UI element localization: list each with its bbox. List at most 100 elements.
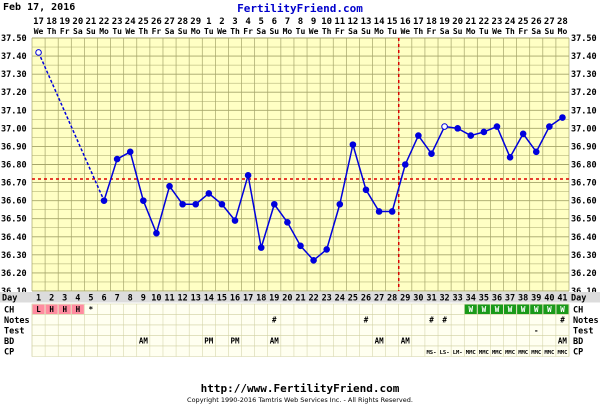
temperature-line-segment — [286, 221, 302, 247]
cycle-day-number: 21 — [295, 294, 305, 304]
cycle-day-row — [0, 292, 600, 303]
row-label-left: Notes — [4, 316, 30, 326]
date-label: 14 — [374, 17, 385, 27]
date-label: 26 — [531, 17, 542, 27]
row-cell-text: - — [534, 326, 539, 335]
date-label: 5 — [258, 17, 263, 27]
date-label: 28 — [557, 17, 568, 27]
row-cell-text: PM — [230, 337, 240, 346]
y-tick-label-right: 37.10 — [571, 106, 597, 116]
date-label: 27 — [544, 17, 555, 27]
temperature-point — [428, 150, 435, 157]
temperature-point — [310, 256, 317, 264]
date-label: 24 — [505, 17, 516, 27]
row-cell-text: MMC — [492, 350, 502, 356]
temperature-line-segment — [221, 203, 236, 221]
date-label: 3 — [232, 17, 237, 27]
weekday-label: Su — [545, 27, 555, 36]
weekday-label: Fr — [152, 27, 162, 36]
cm-cell — [477, 304, 490, 314]
y-tick-label-right: 36.30 — [571, 251, 597, 261]
y-tick-label-left: 37.30 — [1, 70, 27, 80]
weekday-label: Mo — [558, 27, 568, 36]
row-cell-text: AM — [401, 337, 411, 346]
date-label: 29 — [190, 17, 201, 27]
temperature-point — [546, 123, 553, 130]
cycle-day-label-right: Day — [571, 294, 586, 304]
temperature-line-segment — [509, 133, 524, 158]
temperature-line-segment — [391, 164, 407, 212]
cycle-day-number: 11 — [164, 294, 174, 304]
row-cell-text: W — [495, 305, 500, 314]
weekday-label: Th — [230, 27, 240, 36]
temperature-point — [271, 200, 278, 208]
row-cell-text: MMC — [518, 350, 528, 356]
weekday-label: We — [125, 27, 135, 36]
temperature-line-segment — [168, 185, 184, 205]
weekday-label: Tu — [112, 27, 122, 36]
date-label: 25 — [518, 17, 529, 27]
cycle-day-number: 10 — [151, 294, 161, 304]
temperature-point — [100, 197, 108, 204]
weekday-label: Tu — [387, 27, 397, 36]
temperature-point — [35, 49, 42, 56]
weekday-label: Su — [361, 27, 371, 36]
temperature-point — [467, 132, 475, 139]
temperature-point — [388, 208, 396, 215]
y-tick-label-left: 37.50 — [1, 34, 27, 44]
weekday-label: Th — [414, 27, 424, 36]
y-tick-label-right: 37.20 — [571, 88, 597, 98]
row-cell-text: W — [469, 305, 474, 314]
date-label: 17 — [413, 17, 424, 27]
temperature-line-segment — [535, 126, 551, 153]
date-label: 13 — [361, 17, 372, 27]
cycle-day-number: 12 — [177, 294, 187, 304]
temperature-point — [454, 125, 461, 132]
row-cell-text: MMC — [531, 350, 541, 356]
cycle-day-number: 18 — [256, 294, 266, 304]
cycle-day-number: 38 — [518, 294, 528, 304]
weekday-label: Sa — [531, 27, 541, 36]
y-tick-label-left: 36.70 — [1, 179, 27, 189]
cycle-day-number: 6 — [101, 294, 106, 304]
weekday-label: Mo — [99, 27, 109, 36]
temperature-point — [140, 197, 147, 204]
date-label: 21 — [86, 17, 97, 27]
y-tick-label-right: 37.40 — [571, 52, 597, 62]
cycle-day-number: 2 — [49, 294, 54, 304]
temperature-line-segment — [129, 151, 145, 201]
temperature-line-segment — [365, 189, 380, 212]
footer-url[interactable]: http://www.FertilityFriend.com — [200, 382, 400, 395]
temperature-line-segment — [325, 204, 341, 250]
row-cell-text: # — [429, 316, 434, 325]
cycle-day-number: 15 — [217, 294, 227, 304]
temperature-point — [205, 190, 213, 197]
y-tick-label-left: 36.50 — [1, 215, 27, 225]
cycle-day-number: 26 — [361, 294, 371, 304]
date-label: 22 — [478, 17, 489, 27]
temperature-line-segment — [142, 200, 158, 234]
temperature-point — [493, 123, 501, 130]
date-label: 7 — [285, 17, 290, 27]
weekday-label: Su — [86, 27, 96, 36]
weekday-label: Mo — [466, 27, 476, 36]
weekday-label: Fr — [60, 27, 70, 36]
weekday-label: Sa — [256, 27, 266, 36]
date-label: 20 — [452, 17, 463, 27]
temperature-point — [297, 242, 304, 250]
cycle-day-number: 4 — [75, 294, 80, 304]
row-label-left: CP — [4, 348, 14, 358]
row-cell-text: MMC — [505, 350, 515, 356]
date-label: 12 — [347, 17, 358, 27]
temperature-point — [362, 186, 370, 194]
cycle-day-number: 22 — [308, 294, 318, 304]
bbt-chart: 17We18Th19Fr20Sa21Su22Mo23Tu24We25Th26Fr… — [0, 15, 600, 358]
cycle-day-number: 14 — [204, 294, 214, 304]
temperature-point — [244, 172, 252, 179]
temperature-line-segment — [247, 175, 262, 248]
row-label-right: Notes — [573, 316, 599, 326]
date-label: 4 — [245, 17, 251, 27]
weekday-label: Tu — [479, 27, 489, 36]
weekday-label: We — [34, 27, 44, 36]
y-tick-label-right: 36.80 — [571, 161, 597, 171]
